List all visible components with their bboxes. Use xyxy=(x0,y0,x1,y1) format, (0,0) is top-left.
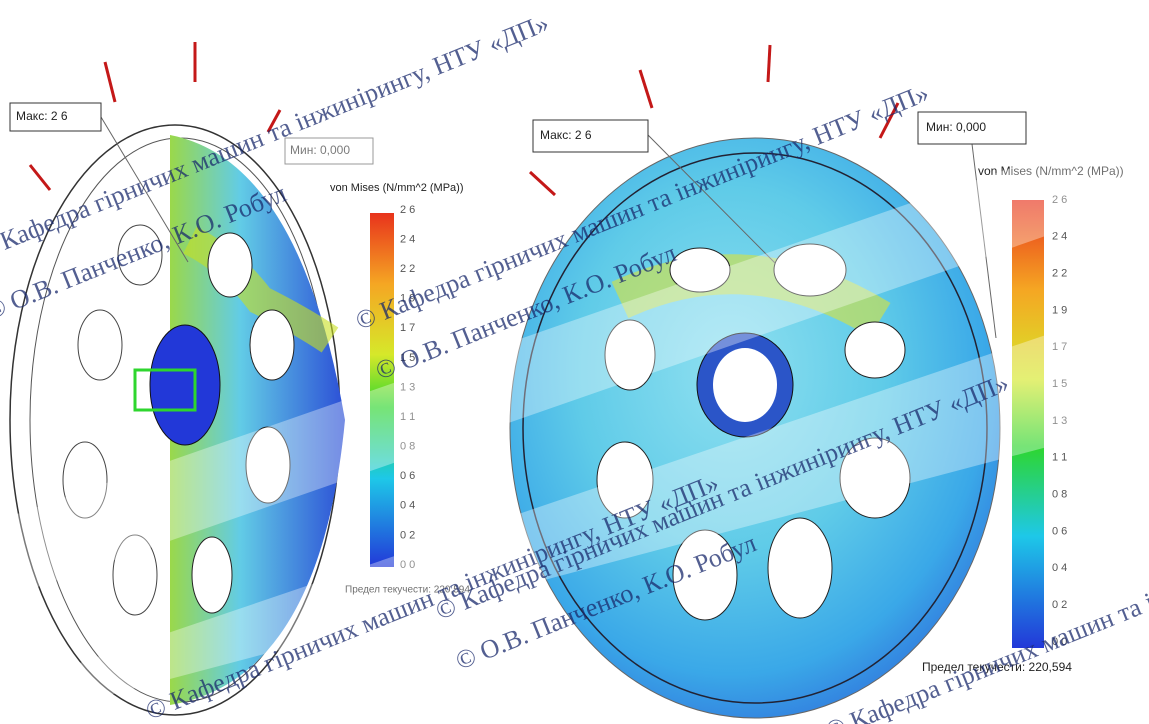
legend-tick: 0 6 xyxy=(400,470,415,482)
legend-tick: 0 4 xyxy=(1052,562,1067,574)
legend-tick: 1 7 xyxy=(400,322,415,334)
legend-tick: 2 4 xyxy=(400,233,415,245)
legend-tick: 2 2 xyxy=(1052,268,1067,280)
legend-tick: 1 9 xyxy=(1052,304,1067,316)
min-label: Мин: 0,000 xyxy=(290,143,350,157)
max-label: Макс: 2 6 xyxy=(540,128,592,142)
legend-tick: 2 2 xyxy=(400,263,415,275)
legend-tick: 1 1 xyxy=(1052,452,1067,464)
legend-tick: 0 6 xyxy=(1052,525,1067,537)
legend-title: von Mises (N/mm^2 (MPa)) xyxy=(330,182,464,194)
legend-tick: 0 4 xyxy=(400,500,415,512)
screenshot: Макс: 2 6 Мин: 0,000 von Mises (N/mm^2 (… xyxy=(0,0,1149,724)
legend-tick: 2 6 xyxy=(400,204,415,216)
legend-tick: 0 2 xyxy=(400,529,415,541)
legend-tick: 0 8 xyxy=(1052,489,1067,501)
max-label: Макс: 2 6 xyxy=(16,109,68,123)
min-label: Мин: 0,000 xyxy=(926,120,986,134)
legend-tick: 0 2 xyxy=(1052,599,1067,611)
